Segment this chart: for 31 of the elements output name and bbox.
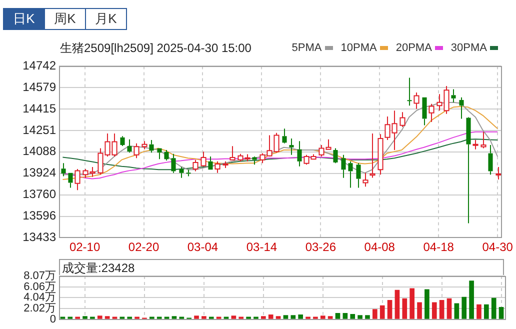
x-tick-label: 02-10 <box>69 240 100 254</box>
y-tick-label: 13760 <box>22 187 56 202</box>
x-tick-label: 04-30 <box>482 240 514 254</box>
x-tick-label: 03-04 <box>187 240 218 254</box>
y-tick-label: 14415 <box>22 101 56 116</box>
text: 月K <box>85 8 127 30</box>
y-tick-label: 13924 <box>22 166 56 180</box>
y-tick-label: 8.07万 <box>24 270 56 282</box>
x-tick-label: 04-08 <box>364 240 396 254</box>
x-tick-label: 04-18 <box>423 240 454 254</box>
y-tick-label: 0 <box>50 313 56 326</box>
y-tick-label: 4.04万 <box>24 292 56 304</box>
legend-label: 10PMA <box>340 42 377 54</box>
y-tick-label: 14579 <box>22 80 56 94</box>
text: 周K <box>44 8 86 30</box>
y-tick-label: 6.06万 <box>24 280 56 293</box>
legend-label: 20PMA <box>396 42 432 54</box>
y-tick-label: 14088 <box>22 144 56 158</box>
y-tick-label: 14742 <box>22 58 56 73</box>
chart-title: 生猪2509[lh2509] 2025-04-30 15:00 <box>60 40 252 57</box>
chart-title: 成交量:23428 <box>59 259 504 275</box>
x-tick-label: 03-14 <box>246 240 278 254</box>
y-tick-label: 2.02万 <box>24 302 56 315</box>
y-tick-label: 13433 <box>22 230 56 244</box>
y-tick-label: 13596 <box>22 208 56 223</box>
text: 日K <box>3 8 45 30</box>
x-tick-label: 03-26 <box>305 240 336 254</box>
legend-label: 5PMA <box>292 42 322 54</box>
legend-label: 30PMA <box>450 42 487 54</box>
y-tick-label: 14251 <box>22 122 56 137</box>
x-tick-label: 02-20 <box>128 240 160 254</box>
